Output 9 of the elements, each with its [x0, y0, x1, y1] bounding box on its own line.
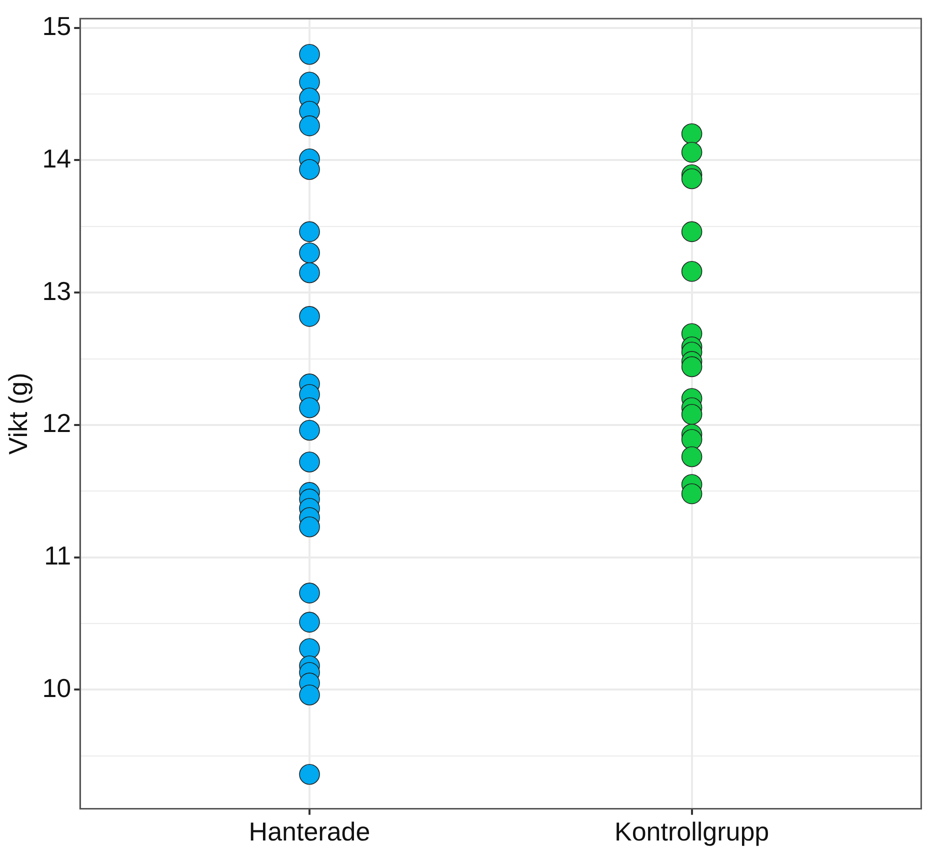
y-tick-label: 10	[42, 672, 72, 703]
y-tick-label: 12	[42, 408, 72, 438]
y-tick-label: 13	[42, 276, 72, 306]
y-tick-label: 14	[42, 143, 72, 174]
x-tick-label: Hanterade	[248, 816, 370, 847]
x-tick-label: Kontrollgrupp	[614, 816, 770, 847]
y-tick-label: 11	[44, 540, 72, 570]
y-tick-label: 15	[42, 11, 72, 42]
y-axis-title: Vikt (g)	[2, 372, 33, 455]
